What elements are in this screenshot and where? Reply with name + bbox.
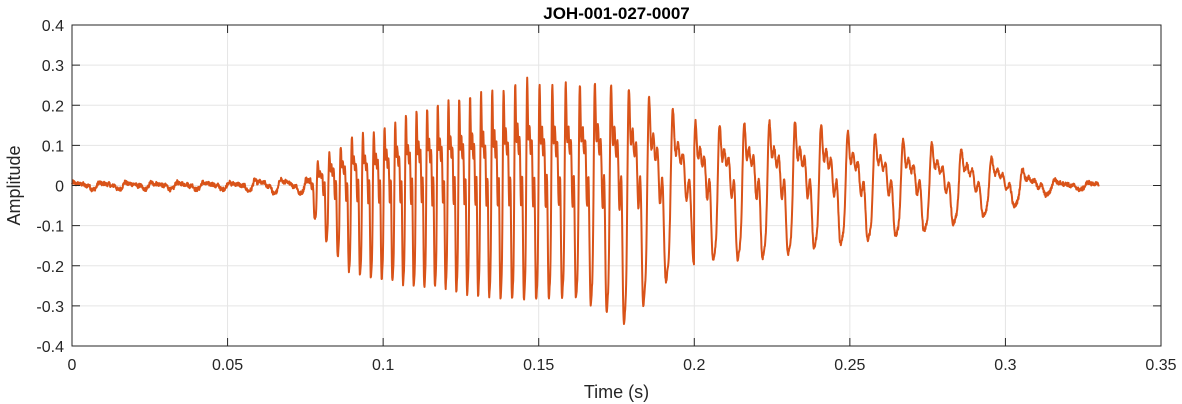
x-tick-label: 0.15 [523,357,554,374]
x-tick-label: 0.1 [372,357,394,374]
y-tick-label: 0.2 [42,98,64,115]
y-tick-label: 0.4 [42,18,64,35]
y-tick-label: 0.3 [42,58,64,75]
series-line [71,76,1100,326]
waveform-trace [71,76,1100,326]
chart-title: JOH-001-027-0007 [543,4,689,23]
x-tick-label: 0.35 [1145,357,1176,374]
y-axis-title: Amplitude [4,145,24,225]
y-tick-label: 0.1 [42,138,64,155]
tick-marks [71,24,1162,347]
y-tick-label: -0.1 [36,219,64,236]
x-axis-title: Time (s) [584,382,649,402]
y-tick-label: -0.2 [36,259,64,276]
x-tick-label: 0.2 [683,357,705,374]
x-tick-labels: 0 0.05 0.1 0.15 0.2 0.25 0.3 0.35 [68,357,1177,374]
y-tick-label: -0.4 [36,339,64,356]
x-tick-label: 0.3 [994,357,1016,374]
x-tick-label: 0 [68,357,77,374]
y-tick-labels: -0.4 -0.3 -0.2 -0.1 0 0.1 0.2 0.3 0.4 [36,18,64,356]
y-tick-label: 0 [55,179,64,196]
x-tick-label: 0.25 [834,357,865,374]
y-tick-label: -0.3 [36,299,64,316]
x-tick-label: 0.05 [212,357,243,374]
